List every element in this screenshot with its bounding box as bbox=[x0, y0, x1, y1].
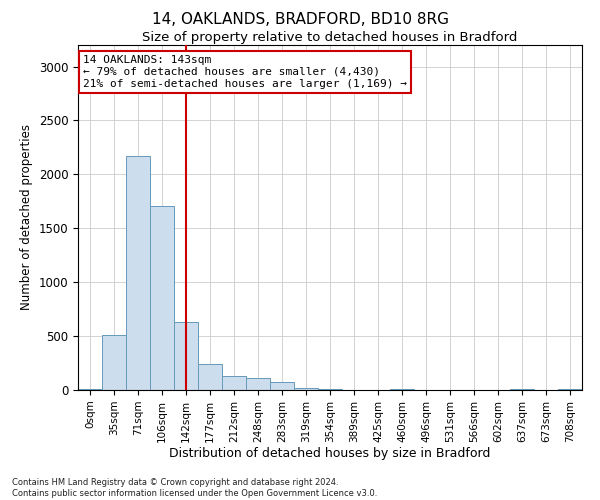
Bar bbox=[150, 206, 174, 390]
Bar bbox=[246, 378, 270, 390]
Text: 14, OAKLANDS, BRADFORD, BD10 8RG: 14, OAKLANDS, BRADFORD, BD10 8RG bbox=[151, 12, 449, 28]
Bar bbox=[270, 382, 294, 390]
Bar bbox=[174, 322, 198, 390]
Bar bbox=[222, 376, 246, 390]
Title: Size of property relative to detached houses in Bradford: Size of property relative to detached ho… bbox=[142, 31, 518, 44]
Bar bbox=[294, 388, 318, 390]
Y-axis label: Number of detached properties: Number of detached properties bbox=[20, 124, 33, 310]
Bar bbox=[102, 335, 126, 390]
Text: Contains HM Land Registry data © Crown copyright and database right 2024.
Contai: Contains HM Land Registry data © Crown c… bbox=[12, 478, 377, 498]
X-axis label: Distribution of detached houses by size in Bradford: Distribution of detached houses by size … bbox=[169, 448, 491, 460]
Bar bbox=[198, 364, 222, 390]
Text: 14 OAKLANDS: 143sqm
← 79% of detached houses are smaller (4,430)
21% of semi-det: 14 OAKLANDS: 143sqm ← 79% of detached ho… bbox=[83, 56, 407, 88]
Bar bbox=[126, 156, 150, 390]
